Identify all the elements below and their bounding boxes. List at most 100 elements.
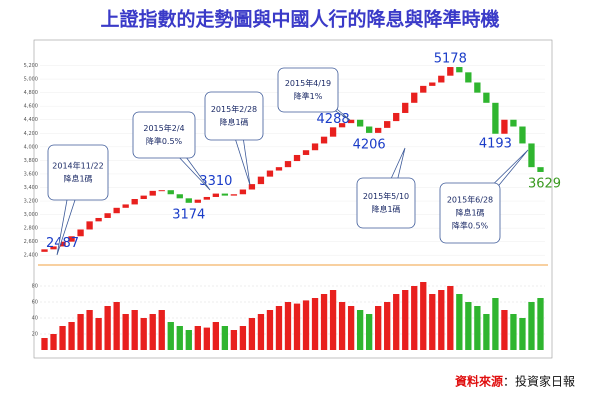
candle-body	[311, 143, 319, 151]
candle-body	[320, 136, 328, 144]
volume-bar	[194, 326, 201, 350]
candle-body	[347, 119, 355, 124]
callout-text: 降息1碼	[455, 208, 484, 218]
volume-bar	[528, 302, 535, 350]
candle-body	[113, 207, 120, 214]
volume-bar	[50, 334, 57, 350]
callout-text: 2014年11/22	[52, 161, 103, 171]
volume-bar	[329, 290, 337, 350]
candle-body	[68, 236, 75, 242]
volume-bar	[375, 306, 382, 350]
volume-bar	[365, 314, 373, 350]
y-tick-label: 3,600	[24, 171, 38, 177]
candle-body	[239, 189, 247, 195]
volume-bar	[167, 322, 174, 350]
callout-text: 降準0.5%	[146, 136, 183, 146]
candle-body	[365, 126, 373, 133]
callout-box	[204, 91, 264, 141]
price-label: 2487	[46, 236, 79, 251]
candle-body	[59, 241, 66, 247]
volume-bar	[420, 282, 427, 350]
volume-bar	[320, 294, 328, 350]
y-tick-label: 3,400	[24, 185, 38, 191]
volume-bar	[519, 318, 526, 350]
volume-bar	[501, 310, 508, 350]
volume-bar	[158, 310, 165, 350]
candle-body	[537, 167, 544, 172]
candle-body	[212, 193, 220, 197]
volume-bar	[230, 330, 238, 350]
candle-body	[465, 72, 472, 83]
y-tick-label: 40	[32, 316, 38, 322]
candle-body	[356, 119, 364, 127]
y-tick-label: 3,800	[24, 158, 38, 164]
candle-body	[429, 82, 436, 86]
candle-body	[483, 92, 490, 103]
y-tick-label: 5,000	[24, 77, 38, 83]
candle-body	[528, 143, 535, 168]
candle-body	[41, 249, 48, 252]
candle-body	[456, 67, 463, 73]
volume-bar	[284, 302, 292, 350]
volume-bar	[41, 338, 48, 350]
callout-text: 降準0.5%	[452, 221, 489, 231]
price-label: 4206	[353, 137, 386, 152]
price-label: 5178	[434, 52, 467, 67]
volume-bar	[149, 314, 156, 350]
candle-body	[230, 194, 238, 196]
volume-bar	[447, 286, 454, 350]
volume-bar	[68, 322, 75, 350]
candle-body	[221, 193, 229, 196]
volume-bar	[248, 318, 256, 350]
volume-bar	[86, 310, 93, 350]
candle-body	[248, 184, 256, 190]
candle-body	[510, 119, 517, 127]
volume-bar	[402, 290, 409, 350]
price-label: 4193	[479, 136, 512, 151]
volume-bar	[356, 310, 364, 350]
candle-body	[104, 213, 111, 218]
y-tick-label: 80	[32, 284, 38, 290]
candle-body	[420, 85, 427, 93]
candle-body	[140, 195, 147, 199]
volume-bar	[293, 303, 301, 350]
price-label: 3629	[528, 176, 561, 191]
candle-body	[501, 119, 508, 134]
y-tick-label: 5,200	[24, 63, 38, 69]
volume-bar	[537, 298, 544, 350]
candle-body	[284, 161, 292, 168]
callout-text: 2015年6/28	[447, 195, 493, 205]
candle-body	[122, 204, 129, 208]
volume-bar	[257, 314, 265, 350]
callout-text: 降息1碼	[219, 117, 248, 127]
volume-bar	[212, 322, 220, 350]
volume-bar	[113, 302, 120, 350]
volume-bar	[77, 314, 84, 350]
candle-body	[194, 199, 201, 203]
volume-bar	[131, 310, 138, 350]
volume-bar	[275, 306, 283, 350]
candle-body	[167, 190, 174, 195]
callout-text: 降息1碼	[63, 174, 92, 184]
source-label: 資料來源	[455, 374, 503, 389]
price-label: 4288	[317, 112, 350, 127]
y-tick-label: 60	[32, 300, 38, 306]
candle-body	[149, 190, 156, 196]
callout-box	[132, 111, 196, 159]
callout-text: 2015年5/10	[363, 191, 409, 201]
price-label: 3174	[172, 207, 205, 222]
volume-bar	[347, 306, 355, 350]
callout-text: 2015年4/19	[285, 78, 331, 88]
callout-box	[356, 177, 416, 229]
callout-text: 2015年2/4	[143, 123, 184, 133]
volume-bar	[429, 294, 436, 350]
candle-body	[519, 126, 526, 144]
volume-bar	[140, 318, 147, 350]
price-label: 3310	[199, 174, 232, 189]
candle-body	[275, 167, 283, 171]
candle-body	[329, 127, 337, 137]
volume-bar	[176, 326, 183, 350]
y-tick-label: 2,600	[24, 239, 38, 245]
candle-body	[402, 102, 409, 113]
